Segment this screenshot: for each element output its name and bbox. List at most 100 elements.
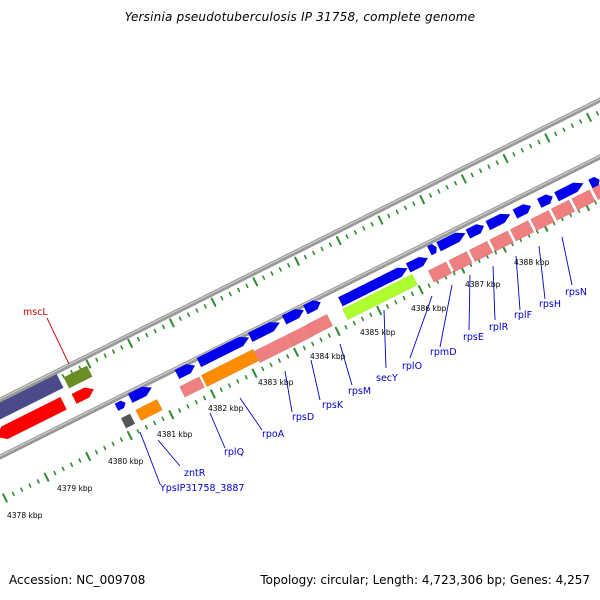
- gene-label-rpsn: rpsN: [565, 287, 587, 298]
- inner-tick: [136, 429, 140, 434]
- kbp-label: 4381 kbp: [157, 430, 193, 439]
- outer-tick: [403, 205, 407, 211]
- outer-tick: [145, 332, 149, 338]
- outer-tick: [595, 111, 599, 116]
- inner-tick: [244, 374, 248, 380]
- outer-tick: [294, 256, 300, 266]
- outer-tick: [428, 193, 433, 198]
- pink-feature: [591, 184, 600, 201]
- blue-cds: [553, 182, 584, 202]
- rpsh-leader: [538, 245, 546, 300]
- inner-tick: [369, 312, 373, 317]
- outer-tick: [544, 133, 551, 143]
- pink-feature: [509, 220, 535, 242]
- pink-feature: [489, 230, 514, 252]
- inner-tick: [319, 337, 323, 342]
- upper-strand-line: [0, 97, 600, 403]
- inner-tick: [402, 295, 406, 301]
- outer-tick: [127, 338, 133, 348]
- inner-tick: [126, 430, 133, 441]
- outer-tick: [153, 328, 157, 334]
- inner-tick: [452, 270, 456, 276]
- gene-label-rpmd: rpmD: [430, 347, 457, 358]
- outer-tick: [370, 221, 374, 227]
- inner-tick: [161, 416, 165, 422]
- outer-tick: [461, 174, 467, 184]
- label-leader-lines: [46, 236, 573, 485]
- inner-tick: [302, 345, 306, 351]
- pink-feature: [179, 376, 205, 398]
- inner-tick: [203, 395, 207, 401]
- inner-tick: [311, 341, 315, 347]
- secy-leader: [383, 309, 387, 369]
- gene-label-rpse: rpsE: [463, 332, 484, 343]
- pink-feature: [468, 240, 494, 263]
- kbp-label: 4384 kbp: [310, 352, 346, 361]
- pink-feature: [550, 199, 576, 221]
- inner-tick: [111, 441, 115, 447]
- outer-tick: [520, 148, 524, 153]
- gene-label-rpsm: rpsM: [348, 386, 371, 397]
- inner-tick: [227, 383, 232, 388]
- lower-strand-line: [0, 154, 600, 460]
- outer-tick: [579, 119, 583, 124]
- gene-label-ypsip31758_3887: YpsIP31758_3887: [159, 483, 244, 494]
- outer-tick: [412, 201, 416, 206]
- gene-label-rplo: rplO: [402, 361, 422, 372]
- inner-tick: [2, 493, 8, 503]
- kbp-label: 4386 kbp: [411, 304, 447, 313]
- inner-tick: [277, 358, 281, 363]
- gene-label-rpsh: rpsH: [539, 299, 561, 310]
- inner-tick: [376, 306, 382, 316]
- outer-tick: [162, 324, 166, 330]
- gene-features: [0, 176, 600, 440]
- blue-cds: [127, 386, 153, 404]
- kbp-label: 4388 kbp: [514, 258, 550, 267]
- inner-tick: [210, 389, 216, 399]
- kbp-label: 4387 kbp: [465, 280, 501, 289]
- outer-tick: [445, 185, 449, 190]
- inner-tick: [70, 462, 74, 467]
- outer-tick: [387, 213, 391, 219]
- inner-tick: [286, 354, 290, 359]
- genome-backbone: [0, 97, 600, 460]
- rpsk-leader: [310, 359, 321, 401]
- pink-feature: [530, 209, 555, 232]
- outer-tick: [502, 153, 509, 164]
- inner-tick: [20, 487, 24, 492]
- kbp-label: 4379 kbp: [57, 484, 93, 493]
- outer-tick: [85, 359, 92, 369]
- blue-cds: [512, 204, 532, 219]
- outer-tick: [362, 226, 366, 231]
- outer-tick: [495, 160, 499, 165]
- outer-tick: [220, 295, 224, 301]
- outer-tick: [210, 297, 217, 307]
- orange-feature-zntr: [135, 398, 163, 422]
- olive-feature-msc: [63, 365, 93, 389]
- outer-tick-row: [2, 111, 599, 410]
- outer-tick: [237, 287, 241, 293]
- inner-tick-row: [2, 200, 597, 503]
- rpsn-leader: [561, 236, 573, 286]
- ypsip-leader: [139, 431, 161, 485]
- inner-tick: [53, 470, 57, 476]
- gene-label-rplr: rplR: [489, 322, 509, 333]
- gene-label-mscl: mscL: [23, 307, 48, 318]
- outer-tick: [228, 291, 232, 297]
- inner-tick: [43, 472, 50, 482]
- outer-tick: [120, 345, 124, 350]
- outer-tick: [470, 172, 474, 178]
- blue-cds: [465, 224, 485, 239]
- blue-cds: [587, 176, 600, 190]
- outer-tick: [169, 318, 175, 328]
- outer-tick: [70, 369, 74, 375]
- outer-tick: [270, 271, 274, 276]
- inner-tick: [427, 283, 431, 288]
- blue-cds: [435, 232, 466, 252]
- rpse-leader: [468, 274, 471, 331]
- kbp-label: 4378 kbp: [7, 511, 43, 520]
- blue-cds-small: [114, 400, 126, 412]
- rplr-leader: [492, 265, 496, 321]
- upper-strand-highlight: [0, 98, 600, 400]
